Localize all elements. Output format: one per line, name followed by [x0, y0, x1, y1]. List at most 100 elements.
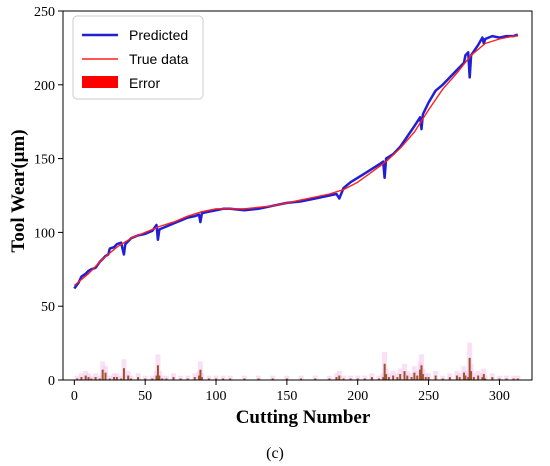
error-band — [457, 373, 463, 380]
error-band — [86, 373, 92, 380]
error-bar — [120, 378, 123, 380]
true-data-line — [73, 35, 518, 287]
error-bar — [482, 374, 485, 380]
error-bar — [165, 378, 168, 380]
error-bar — [427, 377, 430, 380]
x-tick-label: 150 — [276, 389, 297, 404]
error-band — [355, 375, 361, 380]
error-bar — [387, 377, 390, 380]
error-bar — [172, 377, 175, 380]
error-bar — [377, 378, 380, 380]
error-band — [482, 375, 488, 380]
error-band — [118, 375, 124, 380]
error-band — [97, 375, 103, 380]
error-bar — [416, 375, 419, 380]
error-bar — [130, 378, 133, 380]
error-bar — [481, 377, 484, 380]
error-bar — [90, 378, 93, 380]
error-band — [390, 370, 396, 380]
error-bar — [406, 375, 409, 380]
error-bar — [505, 378, 508, 380]
error-bar — [98, 378, 101, 380]
error-band — [88, 375, 94, 380]
error-band — [220, 375, 226, 380]
error-band — [454, 370, 460, 380]
error-band — [414, 370, 420, 380]
error-band — [362, 375, 368, 380]
error-band — [426, 373, 432, 380]
error-band — [213, 375, 219, 380]
x-tick-label: 250 — [418, 389, 439, 404]
error-band — [341, 375, 347, 380]
error-band — [192, 373, 198, 380]
error-band — [386, 373, 392, 380]
error-bar — [470, 371, 473, 380]
error-band — [489, 373, 495, 380]
error-bar — [382, 377, 385, 380]
error-bar — [498, 378, 501, 380]
error-bar — [127, 375, 130, 380]
legend: Predicted True data Error — [72, 15, 204, 100]
error-bar — [441, 378, 444, 380]
error-band — [185, 375, 191, 380]
error-bar — [421, 374, 424, 380]
error-bar — [448, 377, 451, 380]
error-bar — [464, 375, 467, 380]
plot-frame — [62, 10, 533, 381]
error-bar — [285, 378, 288, 380]
error-band — [125, 370, 131, 380]
error-band — [256, 375, 262, 380]
y-tick-label: 0 — [48, 374, 55, 389]
error-band — [496, 375, 502, 380]
y-tick-label: 150 — [34, 153, 55, 168]
error-bar — [151, 378, 154, 380]
error-band — [78, 373, 84, 380]
axis-ticks-layer: 0 50 100 150 200 250 300 0 50 100 150 200 250 — [34, 5, 510, 404]
error-bar — [420, 365, 423, 380]
error-band — [433, 370, 439, 380]
error-bar — [84, 375, 87, 380]
error-bar — [193, 377, 196, 380]
error-band — [107, 375, 113, 380]
error-bar — [229, 378, 232, 380]
series-lines-layer — [73, 33, 519, 290]
error-bar — [392, 375, 395, 380]
x-tick-label: 200 — [347, 389, 368, 404]
error-band — [369, 373, 375, 380]
x-tick-label: 0 — [71, 389, 78, 404]
error-band — [348, 375, 354, 380]
error-bar — [516, 378, 519, 380]
error-band — [163, 375, 169, 380]
y-tick-label: 250 — [34, 5, 55, 20]
error-bar — [87, 377, 90, 380]
error-bar — [356, 378, 359, 380]
error-bar — [403, 371, 406, 380]
y-tick-label: 200 — [34, 79, 55, 94]
error-band — [159, 375, 165, 380]
error-bar — [122, 368, 125, 380]
error-bar — [467, 377, 470, 380]
error-bars-layer — [76, 357, 519, 380]
error-bar — [243, 378, 246, 380]
error-bar — [328, 378, 331, 380]
error-bar — [179, 378, 182, 380]
error-bar — [104, 372, 107, 380]
y-tick-label: 100 — [34, 226, 55, 241]
error-bar — [363, 378, 366, 380]
error-bar — [462, 372, 465, 380]
error-bar — [155, 375, 158, 380]
error-bar — [383, 363, 386, 380]
error-band — [515, 375, 521, 380]
error-band-layer — [74, 342, 521, 380]
error-band — [93, 373, 99, 380]
error-band — [284, 375, 290, 380]
error-bar — [158, 375, 161, 380]
error-bar — [101, 369, 104, 380]
error-band — [326, 375, 332, 380]
error-bar — [186, 378, 189, 380]
error-bar — [207, 378, 210, 380]
error-band — [440, 375, 446, 380]
error-band — [475, 370, 481, 380]
error-bar — [94, 377, 97, 380]
